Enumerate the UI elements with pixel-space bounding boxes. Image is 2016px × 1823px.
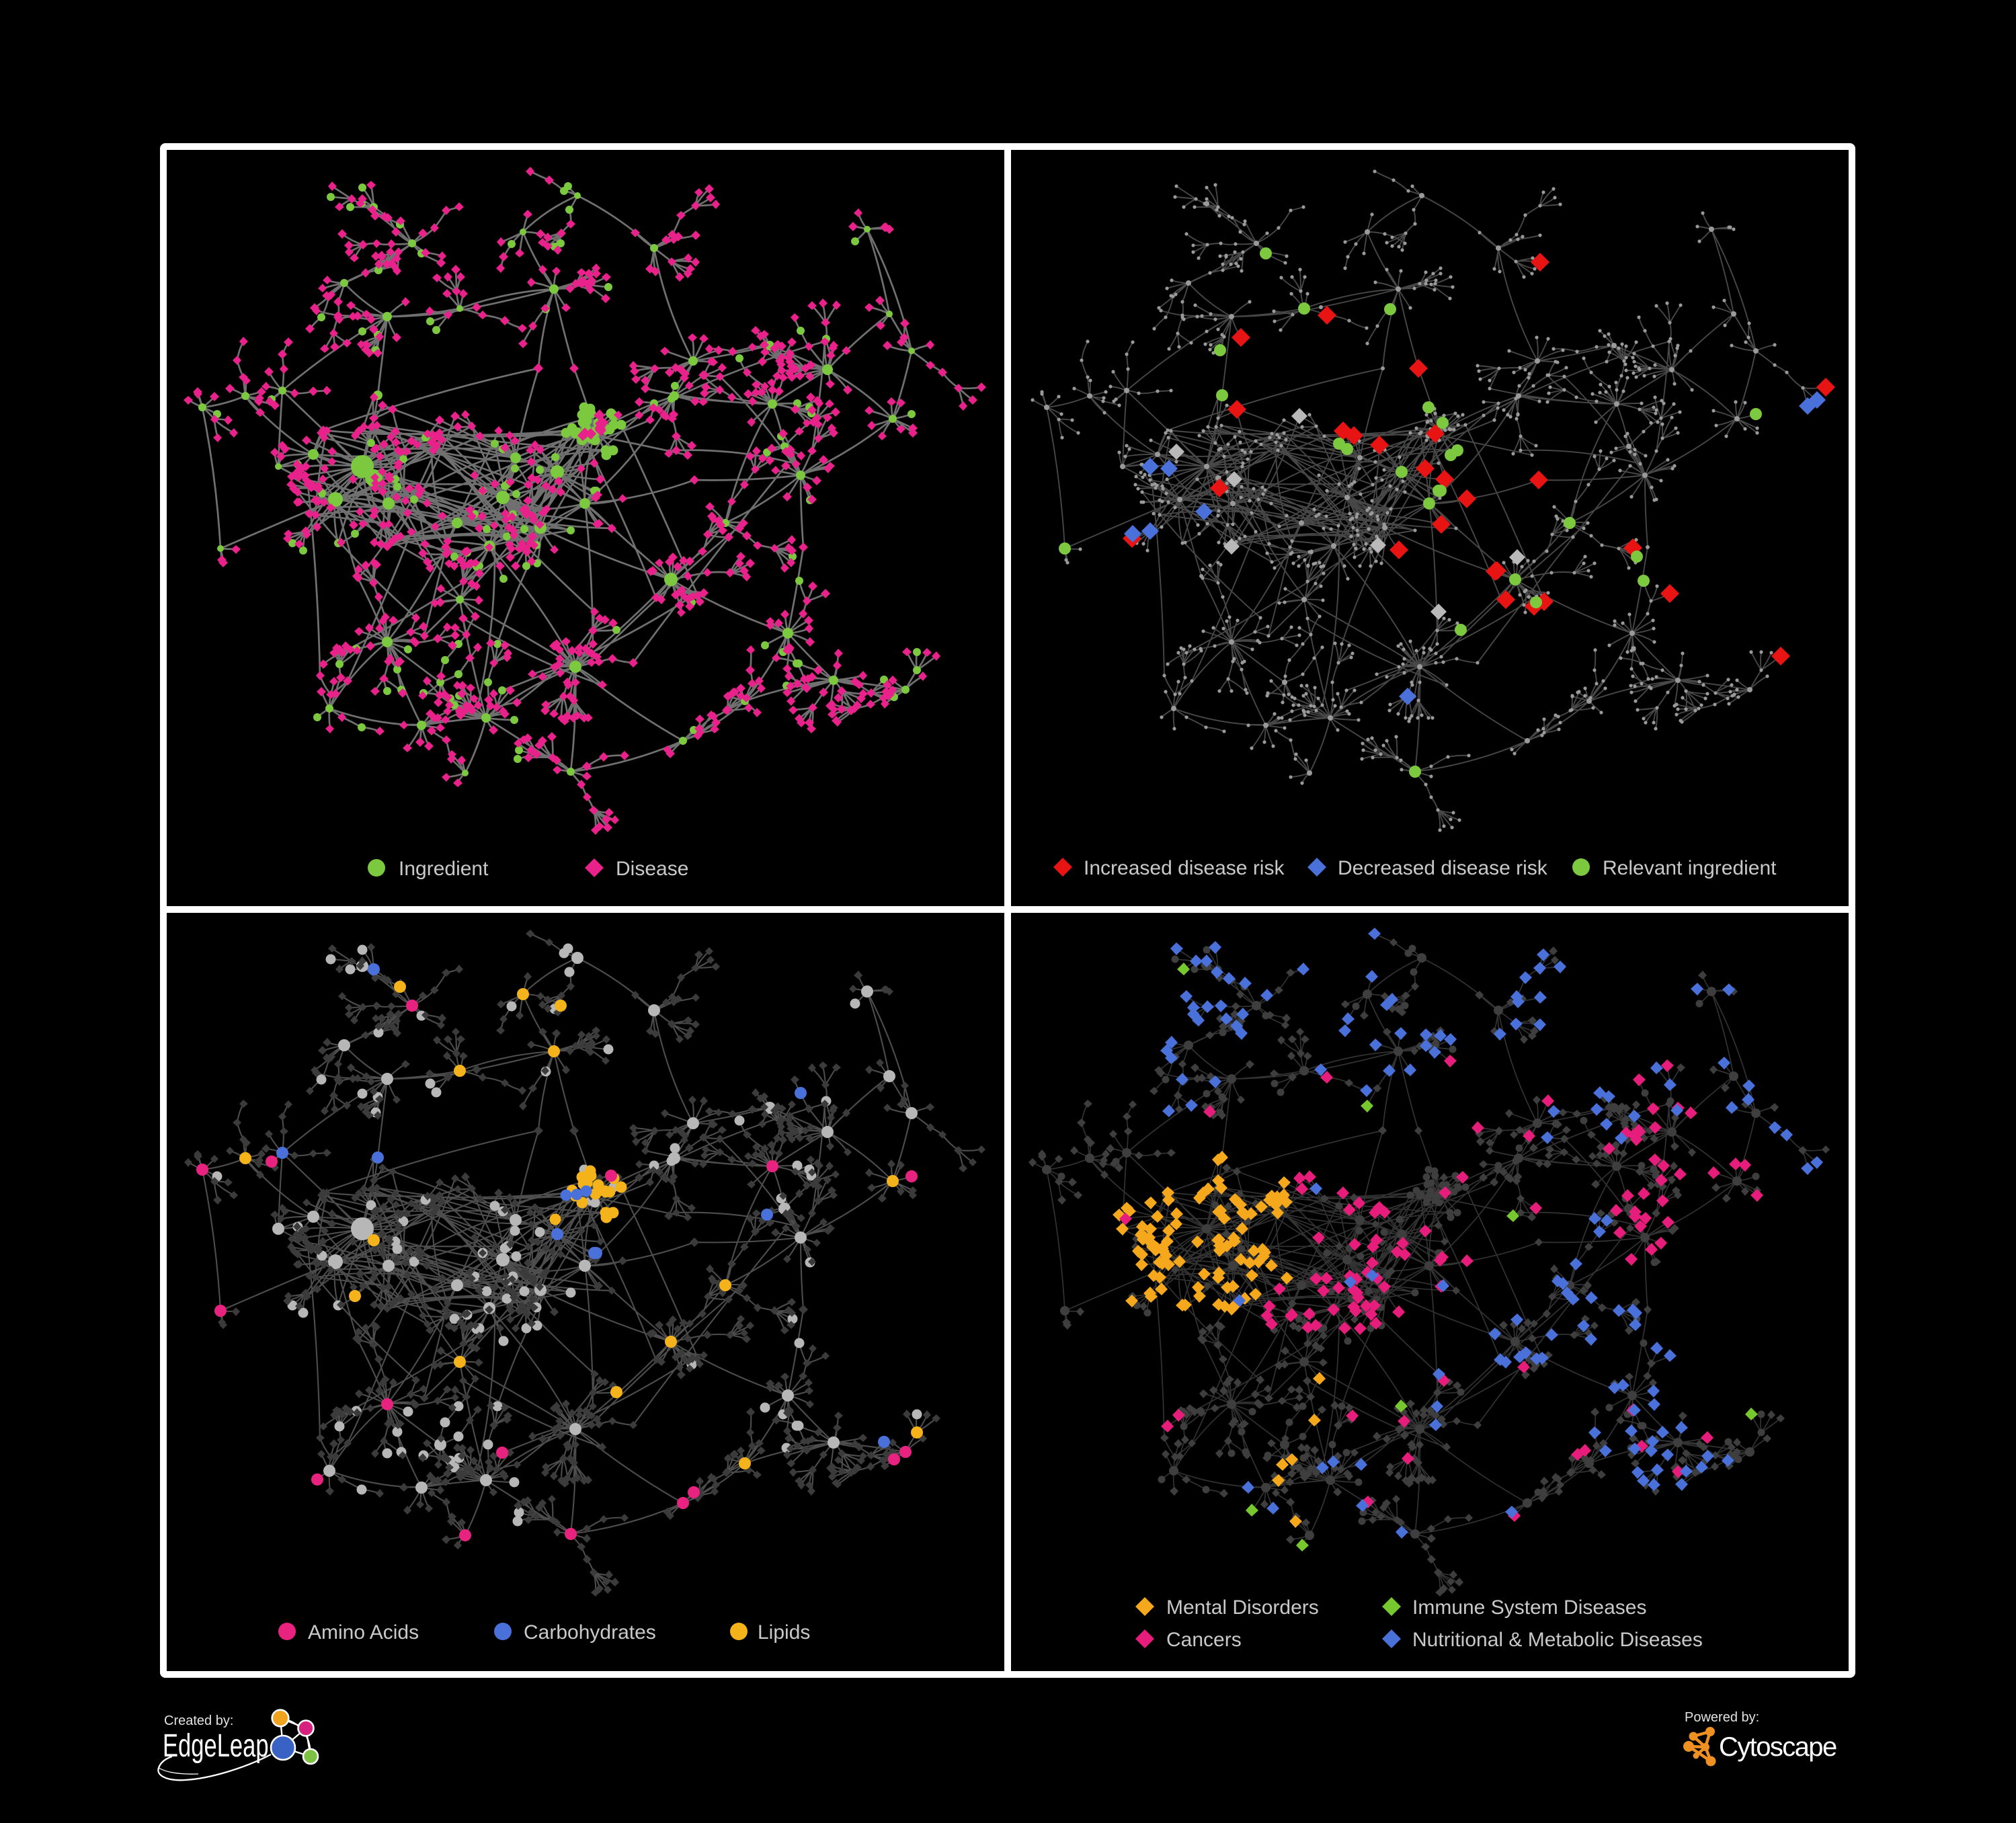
svg-text:Cancers: Cancers xyxy=(1166,1629,1242,1651)
svg-text:Decreased disease risk: Decreased disease risk xyxy=(1338,857,1548,879)
svg-text:Carbohydrates: Carbohydrates xyxy=(524,1621,656,1644)
svg-text:Disease: Disease xyxy=(616,858,688,880)
svg-text:Powered by:: Powered by: xyxy=(1685,1710,1759,1725)
svg-text:Increased disease risk: Increased disease risk xyxy=(1084,857,1285,879)
svg-text:Created by:: Created by: xyxy=(164,1713,233,1728)
svg-text:Ingredient: Ingredient xyxy=(399,858,489,880)
svg-text:Lipids: Lipids xyxy=(758,1621,810,1644)
svg-text:Relevant ingredient: Relevant ingredient xyxy=(1603,857,1777,879)
svg-text:Cytoscape: Cytoscape xyxy=(1719,1732,1837,1762)
svg-text:Immune System Diseases: Immune System Diseases xyxy=(1412,1596,1646,1619)
svg-text:Nutritional & Metabolic Diseas: Nutritional & Metabolic Diseases xyxy=(1412,1629,1703,1651)
svg-text:Amino Acids: Amino Acids xyxy=(308,1621,419,1644)
svg-text:Mental Disorders: Mental Disorders xyxy=(1166,1596,1319,1619)
svg-text:EdgeLeap: EdgeLeap xyxy=(163,1727,269,1763)
